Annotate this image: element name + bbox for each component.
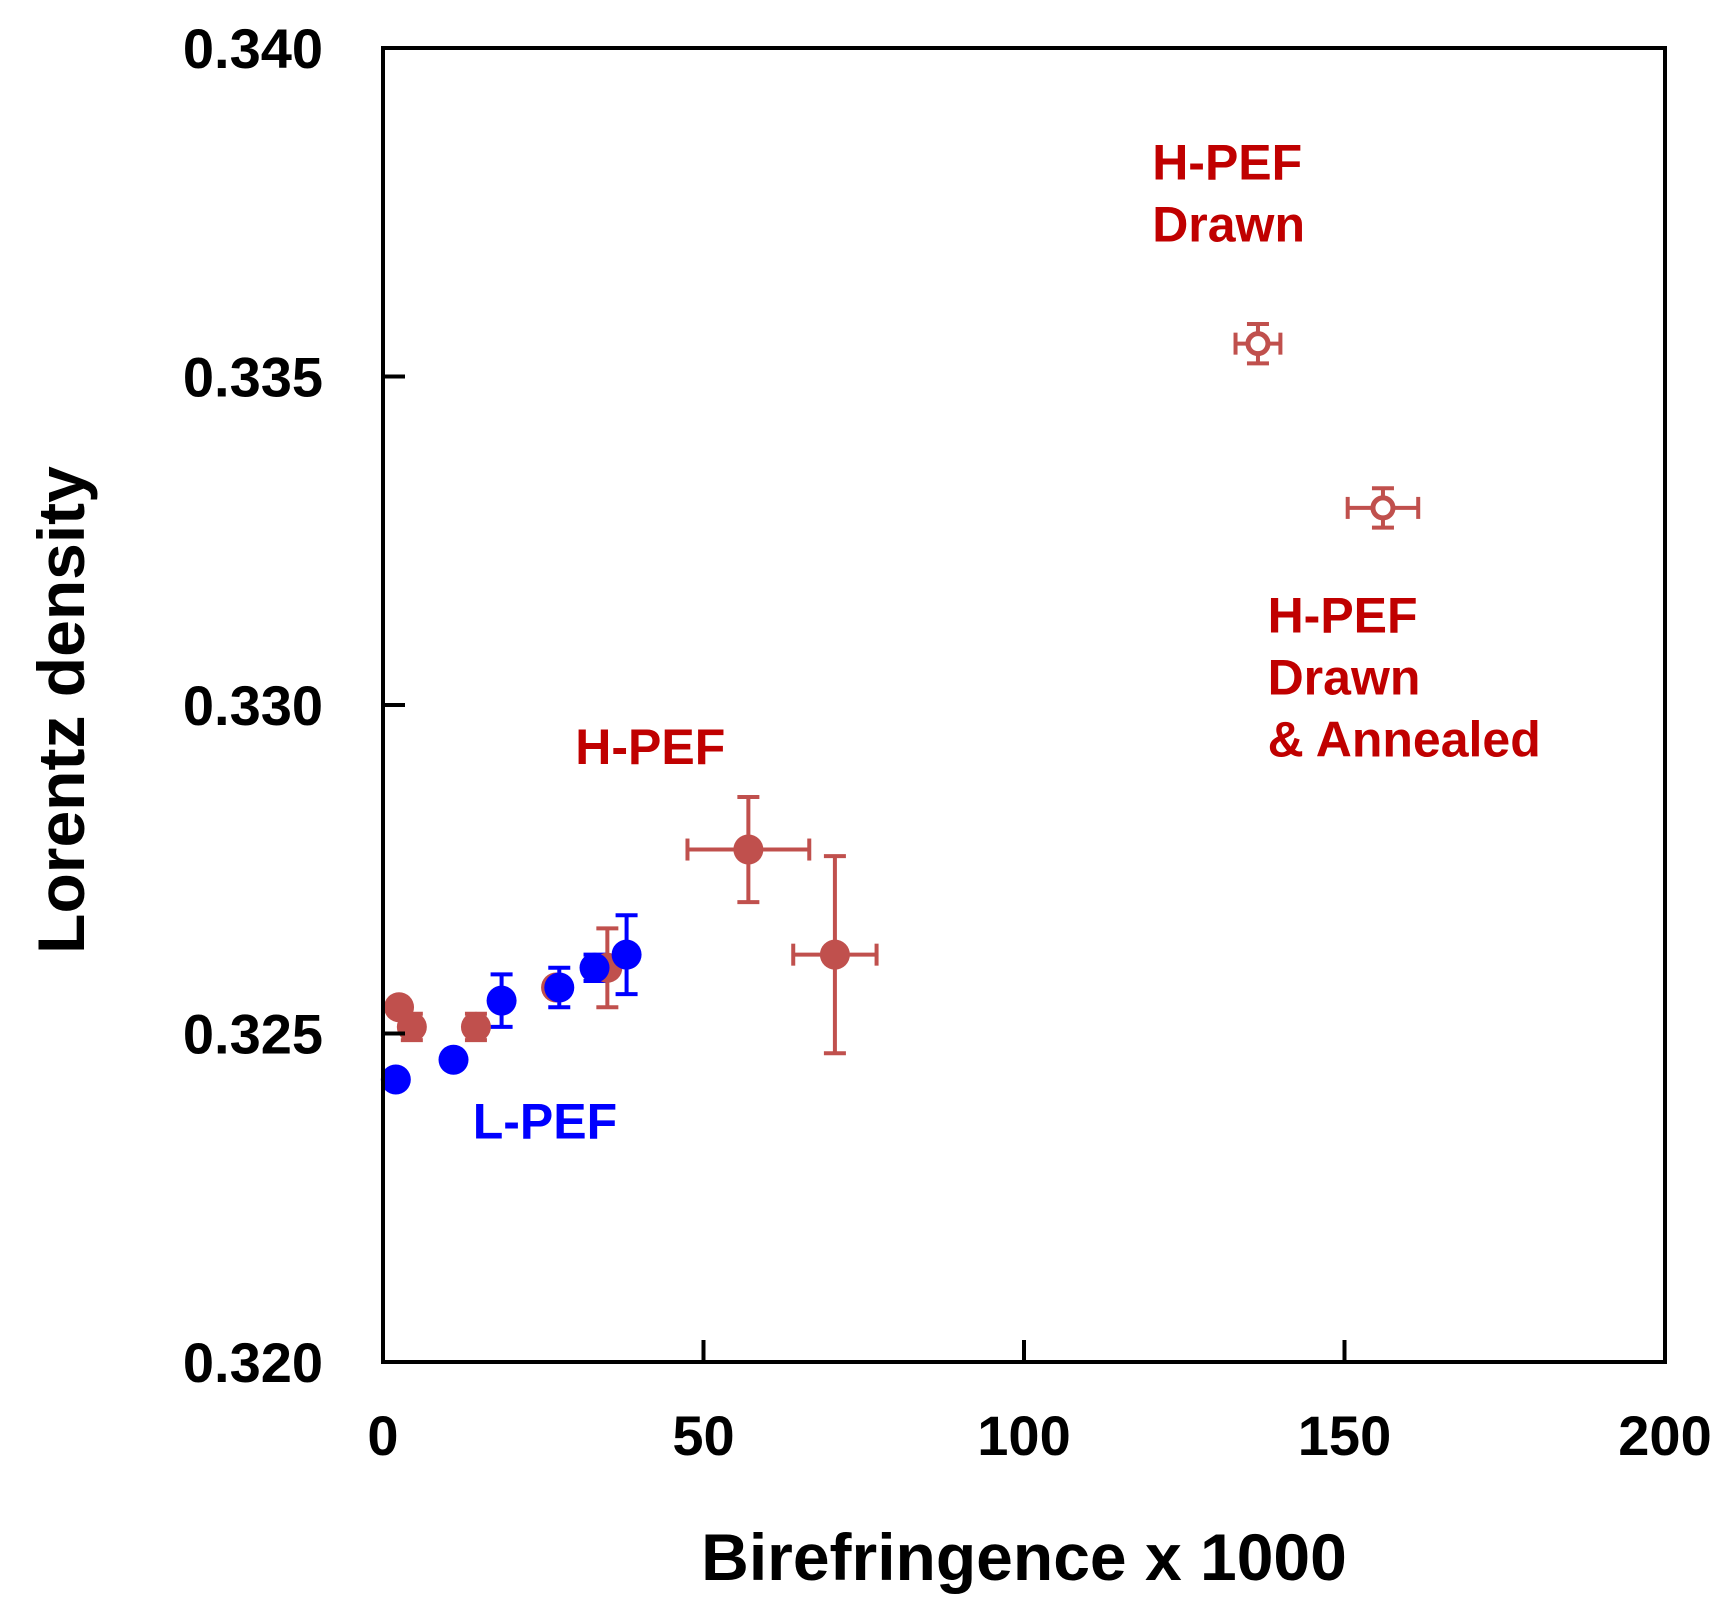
data-markers: [380, 331, 1396, 1095]
x-axis-title: Birefringence x 1000: [701, 1520, 1347, 1594]
x-ticks: 0 50 100 150 200: [367, 1340, 1712, 1467]
h-pef-point: [460, 1011, 491, 1042]
l-pef-point: [579, 952, 610, 983]
x-tick-label: 0: [367, 1404, 398, 1467]
error-bars: [400, 321, 1421, 1056]
x-tick-label: 200: [1618, 1404, 1711, 1467]
l-pef-point: [380, 1064, 411, 1095]
y-ticks: 0.320 0.325 0.330 0.335 0.340: [183, 17, 405, 1394]
x-tick-label: 100: [977, 1404, 1070, 1467]
h-pef-drawn-point: [1245, 331, 1271, 357]
axes: 0.320 0.325 0.330 0.335 0.340 0 50 100 150 200 B…: [24, 17, 1712, 1594]
annotation-h-pef: H-PEF: [575, 719, 725, 775]
l-pef-point: [438, 1044, 469, 1075]
y-tick-label: 0.335: [183, 346, 323, 409]
annotations: H-PEF Drawn H-PEF Drawn & Annealed H-PEF L-PEF: [473, 134, 1541, 1149]
y-axis-title: Lorentz density: [24, 466, 98, 954]
plot-frame: [381, 46, 1667, 1364]
y-tick-label: 0.325: [183, 1003, 323, 1066]
y-tick-label: 0.340: [183, 17, 323, 80]
annotation-h-pef-drawn-annealed: H-PEF Drawn & Annealed: [1268, 588, 1541, 768]
x-tick-label: 50: [672, 1404, 734, 1467]
l-pef-point: [611, 939, 642, 970]
l-pef-point: [486, 985, 517, 1016]
y-tick-label: 0.320: [183, 1331, 323, 1394]
h-pef-drawn-annealed-point: [1370, 495, 1396, 521]
y-tick-label: 0.330: [183, 674, 323, 737]
annotation-l-pef: L-PEF: [473, 1094, 617, 1150]
h-pef-point: [733, 834, 764, 865]
h-pef-point: [396, 1011, 427, 1042]
h-pef-point: [819, 939, 850, 970]
l-pef-point: [544, 972, 575, 1003]
x-tick-label: 150: [1298, 1404, 1391, 1467]
annotation-h-pef-drawn: H-PEF Drawn: [1152, 134, 1305, 252]
